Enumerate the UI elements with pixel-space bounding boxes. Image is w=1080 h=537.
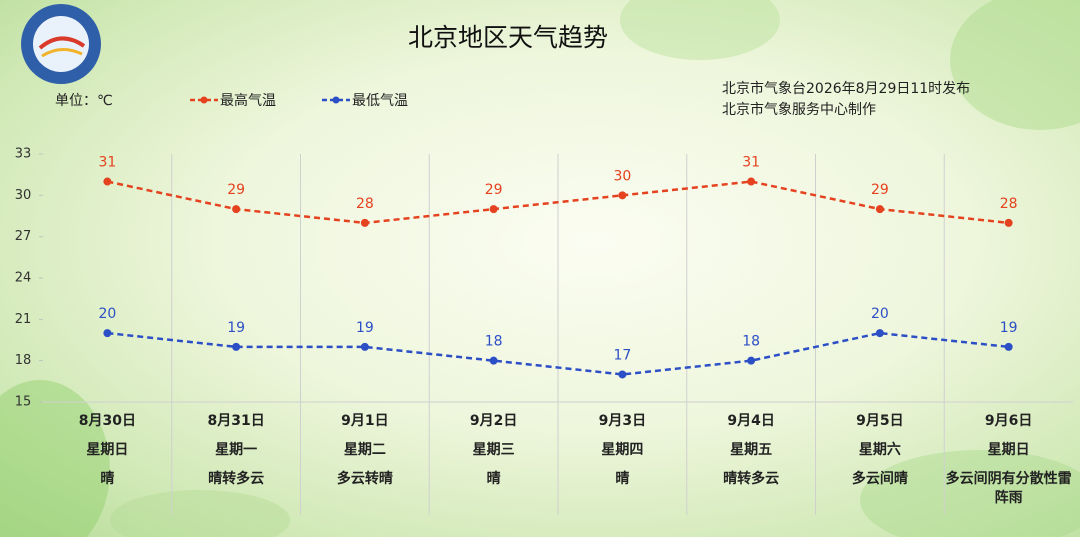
data-label: 31 — [98, 155, 116, 171]
data-point — [875, 329, 884, 338]
date-label: 8月30日 — [78, 413, 136, 429]
data-label: 19 — [1000, 320, 1018, 336]
weekday-label: 星期二 — [343, 442, 386, 458]
data-point — [1004, 218, 1013, 227]
data-point — [618, 370, 627, 379]
date-label: 8月31日 — [207, 413, 265, 429]
data-label: 20 — [98, 306, 116, 322]
weekday-label: 星期四 — [601, 442, 644, 458]
source: 北京市气象服务中心制作 — [722, 101, 876, 118]
data-point — [489, 205, 498, 214]
data-label: 19 — [356, 320, 374, 336]
date-label: 9月3日 — [598, 413, 647, 429]
weekday-label: 星期三 — [472, 442, 515, 458]
weather-label: 多云转晴 — [336, 471, 393, 487]
weekday-label: 星期一 — [215, 442, 258, 458]
legend-marker — [332, 96, 340, 104]
weather-label: 晴转多云 — [208, 471, 265, 487]
weather-label: 晴 — [486, 471, 501, 487]
weekday-label: 星期日 — [987, 442, 1030, 458]
chart-title: 北京地区天气趋势 — [408, 23, 608, 52]
data-point — [103, 177, 112, 186]
legend-label: 最高气温 — [220, 92, 276, 109]
data-point — [875, 205, 884, 214]
data-label: 30 — [613, 168, 631, 184]
date-label: 9月4日 — [727, 413, 775, 429]
weather-label: 晴 — [100, 471, 115, 487]
series-line — [107, 331, 1009, 376]
weather-label: 多云间阴有分散性雷阵雨 — [945, 471, 1072, 506]
data-label: 29 — [871, 182, 889, 198]
data-point — [489, 356, 498, 365]
data-point — [747, 177, 756, 186]
data-point — [103, 329, 112, 338]
data-label: 31 — [742, 155, 760, 171]
legend-label: 最低气温 — [352, 93, 408, 109]
y-tick-label: 33 — [15, 147, 32, 162]
data-point — [232, 205, 241, 214]
logo — [21, 4, 101, 84]
data-label: 29 — [227, 182, 245, 198]
data-point — [360, 218, 369, 227]
data-point — [360, 342, 369, 351]
series-line — [107, 180, 1009, 225]
data-label: 19 — [227, 320, 245, 336]
y-tick-label: 30 — [15, 188, 32, 203]
legend-marker — [200, 96, 208, 104]
weekday-label: 星期日 — [86, 442, 129, 458]
data-label: 28 — [356, 196, 374, 212]
y-tick-label: 24 — [15, 271, 32, 286]
y-tick-label: 18 — [15, 353, 32, 368]
data-point — [232, 342, 241, 351]
weather-label: 晴 — [615, 471, 630, 487]
date-label: 9月5日 — [856, 413, 904, 429]
date-label: 9月1日 — [341, 413, 389, 429]
y-tick-label: 15 — [15, 395, 32, 410]
data-label: 20 — [871, 306, 889, 322]
data-point — [747, 356, 756, 365]
data-label: 17 — [613, 347, 631, 363]
data-label: 28 — [1000, 196, 1018, 212]
source: 北京市气象台2026年8月29日11时发布 — [722, 80, 970, 97]
data-point — [618, 191, 627, 200]
date-label: 9月2日 — [469, 413, 518, 429]
weekday-label: 星期六 — [858, 442, 901, 458]
y-tick-label: 21 — [15, 312, 32, 327]
data-label: 18 — [742, 334, 760, 350]
weekday-label: 星期五 — [730, 442, 773, 458]
data-point — [1004, 342, 1013, 351]
weather-label: 晴转多云 — [723, 471, 780, 487]
y-tick-label: 27 — [15, 229, 32, 244]
weather-label: 多云间晴 — [851, 471, 908, 487]
date-label: 9月6日 — [984, 413, 1033, 429]
unit-label: 单位：℃ — [55, 93, 113, 109]
data-label: 29 — [485, 182, 503, 198]
data-label: 18 — [485, 334, 503, 350]
